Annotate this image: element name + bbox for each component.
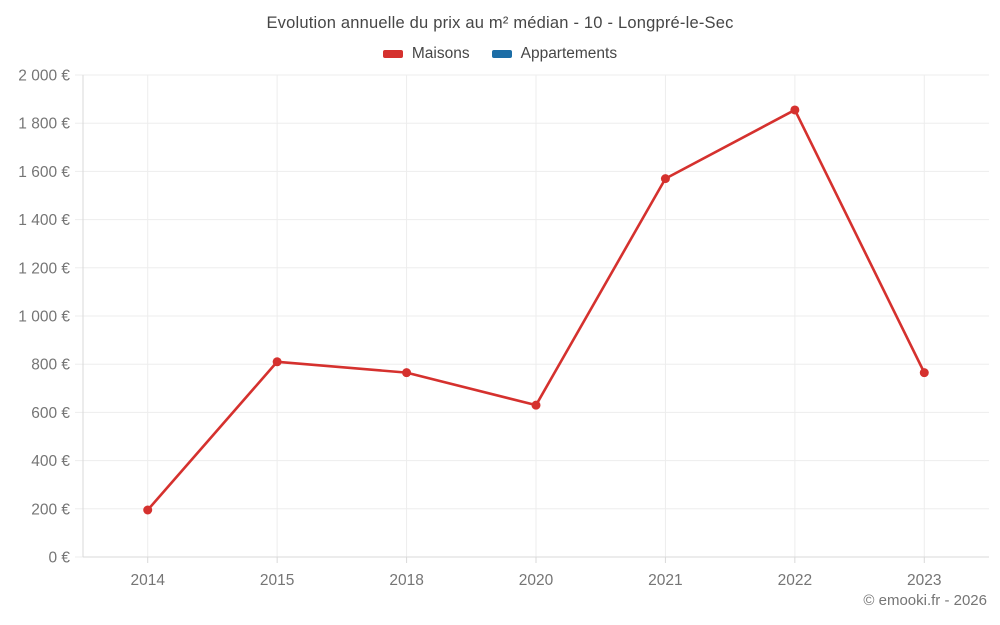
x-axis-tick-label: 2021 [648,572,682,589]
data-point-2023[interactable] [919,368,929,378]
x-axis-tick-label: 2022 [778,572,812,589]
data-point-2014[interactable] [143,505,153,515]
y-axis-tick-label: 800 € [31,357,70,374]
chart-title: Evolution annuelle du prix au m² médian … [266,14,734,32]
y-axis-tick-label: 1 000 € [18,309,70,326]
y-axis-tick-label: 1 800 € [18,116,70,133]
y-axis-tick-label: 1 600 € [18,164,70,181]
copyright-attribution: © emooki.fr - 2026 [863,592,987,609]
maisons-series-swatch-icon [382,50,403,58]
legend-item-appartements[interactable]: Appartements [491,45,618,63]
y-axis-tick-label: 600 € [31,405,70,422]
x-grid-and-labels: 2014 2015 2018 2020 2021 2022 2023 [130,75,942,589]
y-grid-and-labels: 0 € 200 € 400 € 600 € 800 € 1 000 € 1 200 € 1 4… [18,68,989,567]
y-axis-tick-label: 200 € [31,501,70,518]
x-axis-tick-label: 2015 [260,572,294,589]
legend-item-label: Maisons [411,45,470,62]
x-axis-tick-label: 2023 [907,572,941,589]
legend-item-maisons[interactable]: Maisons [382,45,470,63]
y-axis-tick-label: 1 200 € [18,260,70,277]
data-point-2015[interactable] [272,357,282,367]
data-point-2018[interactable] [402,368,412,378]
y-axis-tick-label: 2 000 € [18,68,70,85]
data-point-2020[interactable] [531,400,541,410]
x-axis-tick-label: 2018 [389,572,423,589]
x-axis-tick-label: 2020 [519,572,554,589]
y-axis-tick-label: 400 € [31,453,70,470]
legend-item-label: Appartements [520,45,618,62]
data-point-2022[interactable] [790,105,800,115]
x-axis-tick-label: 2014 [130,572,165,589]
y-axis-tick-label: 0 € [48,550,70,567]
data-point-2021[interactable] [660,174,670,184]
chart-legend: Maisons Appartements [0,45,1000,63]
y-axis-tick-label: 1 400 € [18,212,70,229]
appartements-series-swatch-icon [491,50,512,58]
